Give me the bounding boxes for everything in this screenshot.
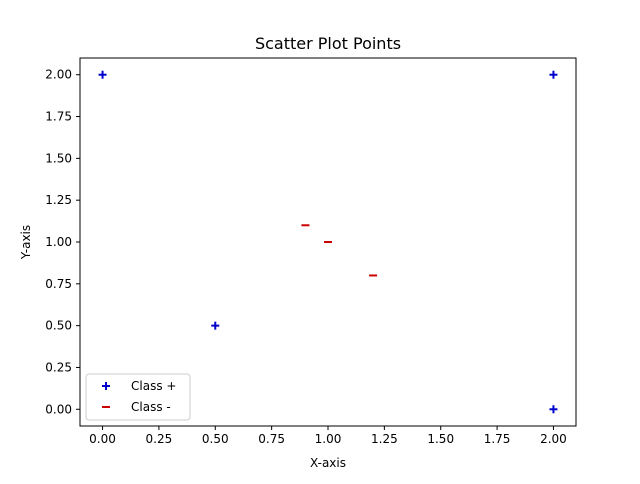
y-axis-label: Y-axis bbox=[19, 225, 33, 260]
class-plus-point bbox=[549, 405, 558, 414]
y-tick-label: 1.50 bbox=[45, 151, 72, 165]
x-tick-label: 1.75 bbox=[484, 432, 511, 446]
plot-frame bbox=[79, 57, 577, 427]
class-plus-point bbox=[98, 70, 107, 79]
class-plus-point bbox=[549, 70, 558, 79]
y-tick-label: 1.25 bbox=[45, 193, 72, 207]
x-tick-label: 1.25 bbox=[371, 432, 398, 446]
legend: Class + Class - bbox=[85, 373, 191, 421]
x-tick-label: 1.50 bbox=[427, 432, 454, 446]
x-axis-label: X-axis bbox=[310, 456, 346, 470]
y-tick-label: 0.50 bbox=[45, 319, 72, 333]
legend-class-minus-label: Class - bbox=[131, 400, 171, 414]
y-tick-label: 0.25 bbox=[45, 360, 72, 374]
legend-box bbox=[85, 373, 191, 421]
class-plus-point bbox=[211, 321, 220, 330]
legend-class-plus-marker bbox=[102, 382, 110, 390]
y-tick-label: 2.00 bbox=[45, 68, 72, 82]
x-tick-label: 0.25 bbox=[146, 432, 173, 446]
x-tick-label: 0.00 bbox=[89, 432, 116, 446]
y-tick-label: 1.75 bbox=[45, 110, 72, 124]
chart-title: Scatter Plot Points bbox=[255, 34, 401, 53]
x-tick-label: 0.75 bbox=[258, 432, 285, 446]
x-tick-label: 2.00 bbox=[540, 432, 567, 446]
x-tick-label: 0.50 bbox=[202, 432, 229, 446]
x-tick-label: 1.00 bbox=[315, 432, 342, 446]
legend-class-plus-label: Class + bbox=[131, 379, 176, 393]
plot-area: 0.00 0.25 0.50 0.75 1.00 1.25 1.50 1.75 2.00 0.00… bbox=[45, 68, 567, 446]
y-tick-label: 0.75 bbox=[45, 277, 72, 291]
y-tick-label: 1.00 bbox=[45, 235, 72, 249]
y-tick-label: 0.00 bbox=[45, 402, 72, 416]
